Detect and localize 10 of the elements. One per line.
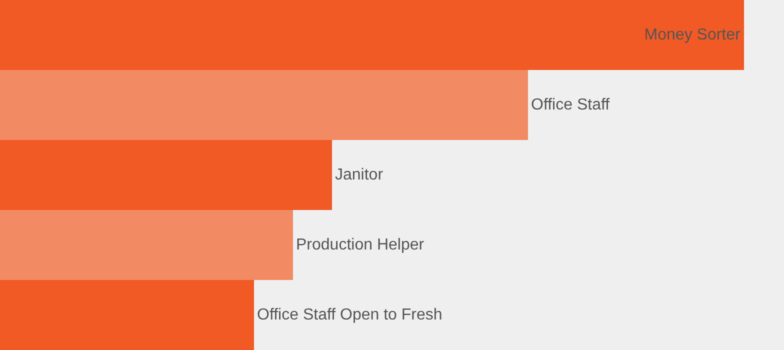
bar (0, 70, 528, 140)
bar (0, 0, 744, 70)
y-tick-label: Money Sorter (644, 26, 741, 44)
y-tick-label: Office Staff Open to Fresh (257, 306, 442, 324)
y-tick-label: Office Staff (531, 96, 610, 114)
y-tick-label: Janitor (335, 166, 384, 184)
y-tick-label: Production Helper (296, 236, 425, 254)
bar (0, 210, 293, 280)
bar (0, 280, 254, 350)
bar (0, 140, 332, 210)
